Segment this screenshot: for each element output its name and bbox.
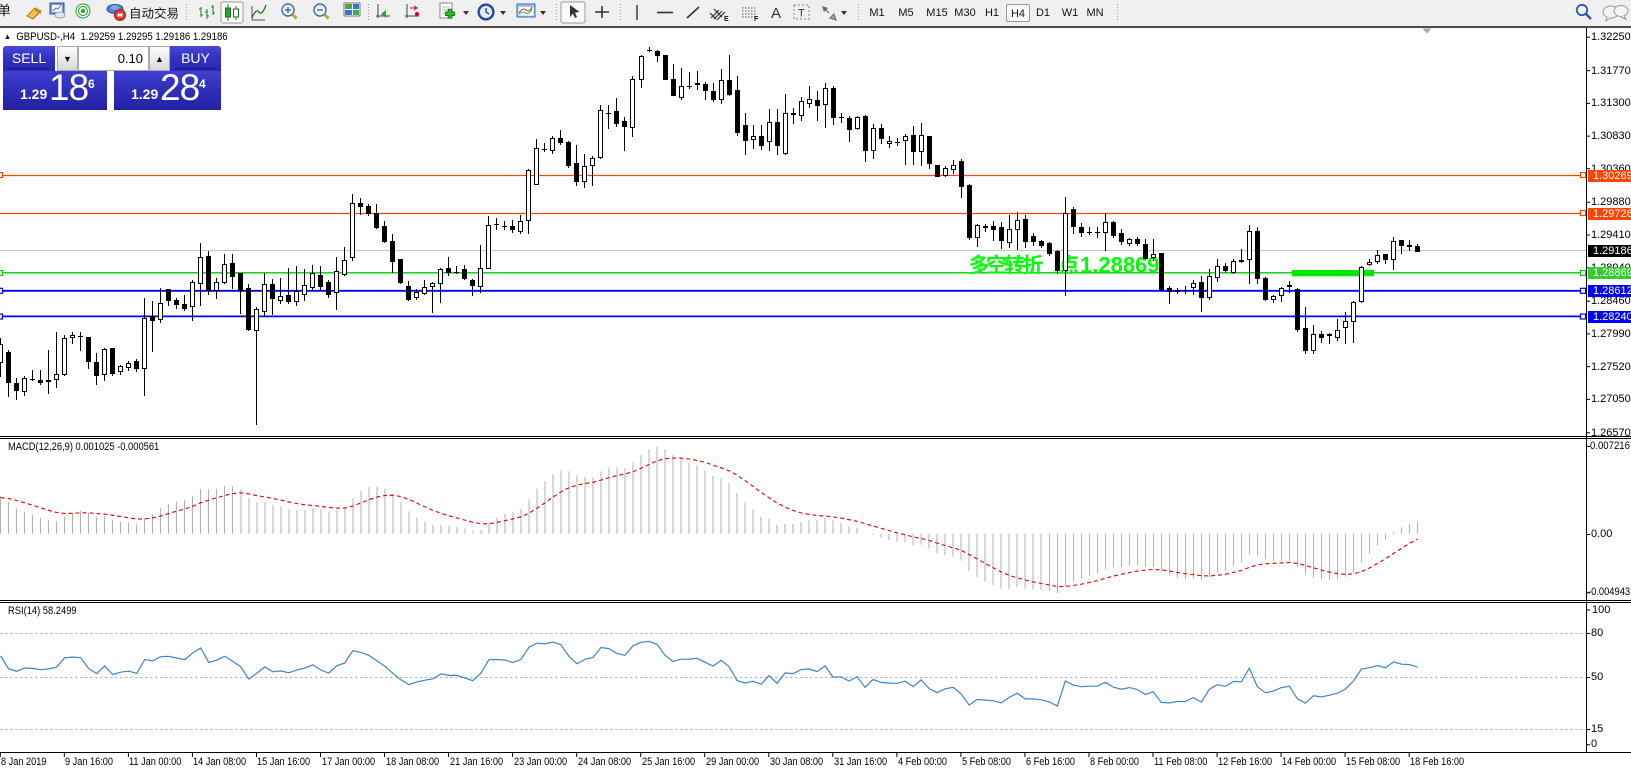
- svg-text:E: E: [724, 16, 729, 23]
- svg-text:A: A: [771, 5, 781, 22]
- svg-text:F: F: [754, 16, 759, 23]
- svg-text:T: T: [798, 8, 805, 20]
